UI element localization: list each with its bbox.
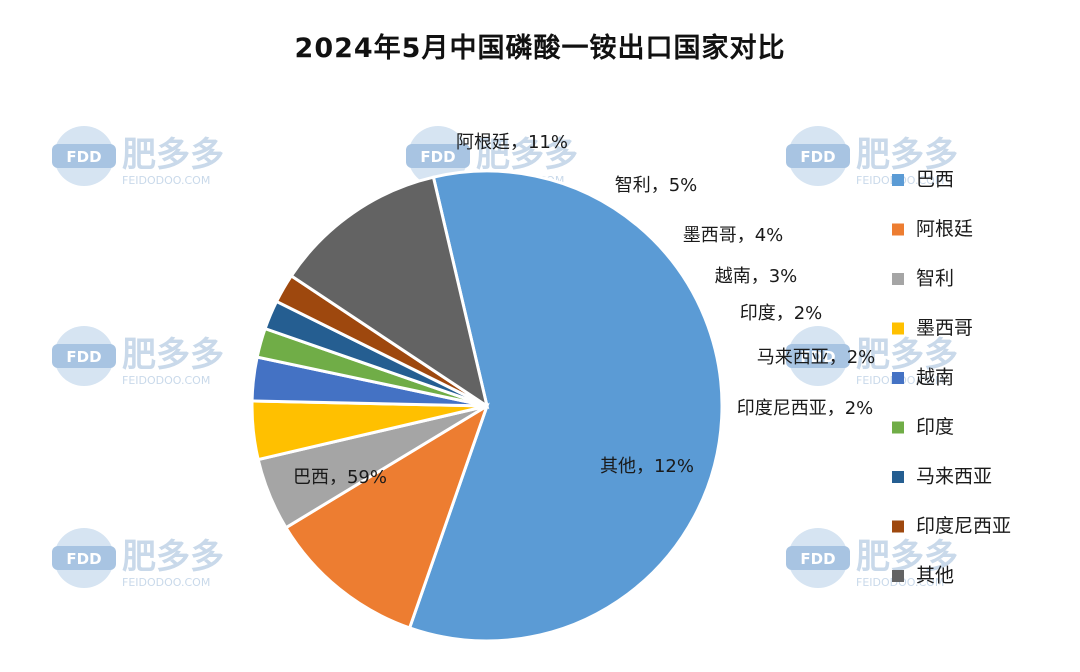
svg-text:FDD: FDD bbox=[66, 348, 101, 366]
legend-swatch bbox=[892, 273, 904, 285]
data-label: 阿根廷，11% bbox=[456, 132, 568, 153]
legend-item: 印度 bbox=[892, 416, 954, 438]
legend-label: 智利 bbox=[916, 268, 954, 290]
data-labels: 巴西，59% 阿根廷，11% 智利，5% 墨西哥，4% 越南，3% 印度，2% 马来西亚，2… bbox=[293, 132, 875, 488]
data-label: 其他，12% bbox=[600, 456, 694, 477]
legend-label: 墨西哥 bbox=[916, 317, 973, 339]
svg-text:肥多多: 肥多多 bbox=[122, 135, 224, 175]
legend-item: 墨西哥 bbox=[892, 317, 973, 339]
legend-label: 阿根廷 bbox=[916, 218, 973, 240]
legend-label: 越南 bbox=[916, 367, 954, 389]
pie-slices bbox=[250, 169, 724, 643]
svg-text:FDD: FDD bbox=[66, 148, 101, 166]
legend-swatch bbox=[892, 520, 904, 533]
pie-slice-9 bbox=[289, 175, 490, 410]
data-label: 智利，5% bbox=[615, 175, 698, 196]
legend-swatch bbox=[892, 372, 904, 384]
data-label: 墨西哥，4% bbox=[683, 225, 784, 246]
legend-swatch bbox=[892, 223, 904, 236]
svg-text:FEIDODOO.COM: FEIDODOO.COM bbox=[122, 576, 210, 589]
legend-label: 其他 bbox=[916, 565, 954, 587]
legend-item: 马来西亚 bbox=[892, 466, 992, 488]
svg-text:肥多多: 肥多多 bbox=[122, 537, 224, 577]
legend-item: 巴西 bbox=[892, 169, 954, 191]
data-label: 巴西，59% bbox=[293, 467, 387, 488]
watermark-layer: FDD肥多多FEIDODOO.COMFDD肥多多FEIDODOO.COMFDD肥… bbox=[52, 126, 958, 589]
svg-text:FDD: FDD bbox=[800, 348, 835, 366]
svg-text:FEIDODOO.COM: FEIDODOO.COM bbox=[122, 374, 210, 387]
data-label: 印度尼西亚，2% bbox=[737, 398, 874, 419]
pie-slice-1 bbox=[407, 169, 724, 643]
svg-text:肥多多: 肥多多 bbox=[122, 335, 224, 375]
svg-text:FDD: FDD bbox=[800, 148, 835, 166]
svg-text:FEIDODOO.COM: FEIDODOO.COM bbox=[856, 576, 944, 589]
legend-swatch bbox=[892, 570, 904, 582]
data-label: 马来西亚，2% bbox=[757, 347, 876, 368]
legend-swatch bbox=[892, 174, 904, 186]
legend-item: 其他 bbox=[892, 565, 954, 587]
legend-item: 印度尼西亚 bbox=[892, 515, 1011, 537]
legend-item: 智利 bbox=[892, 268, 954, 290]
svg-text:FEIDODOO.COM: FEIDODOO.COM bbox=[122, 174, 210, 187]
data-label: 越南，3% bbox=[715, 266, 798, 287]
legend-label: 马来西亚 bbox=[916, 466, 992, 488]
legend-label: 印度 bbox=[916, 416, 954, 438]
svg-text:肥多多: 肥多多 bbox=[856, 537, 958, 577]
chart-title: 2024年5月中国磷酸一铵出口国家对比 bbox=[294, 33, 786, 64]
data-label: 印度，2% bbox=[740, 303, 823, 324]
pie-slice-2 bbox=[283, 402, 490, 630]
svg-text:肥多多: 肥多多 bbox=[856, 335, 958, 375]
svg-text:肥多多: 肥多多 bbox=[856, 135, 958, 175]
legend-swatch bbox=[892, 471, 904, 483]
legend-swatch bbox=[892, 421, 904, 434]
svg-text:FDD: FDD bbox=[66, 550, 101, 568]
legend-item: 越南 bbox=[892, 367, 954, 389]
legend-label: 印度尼西亚 bbox=[916, 515, 1011, 537]
svg-text:FDD: FDD bbox=[800, 550, 835, 568]
legend-item: 阿根廷 bbox=[892, 218, 973, 240]
legend-label: 巴西 bbox=[916, 169, 954, 191]
svg-text:肥多多: 肥多多 bbox=[476, 135, 578, 175]
legend-swatch bbox=[892, 322, 904, 335]
svg-text:FDD: FDD bbox=[420, 148, 455, 166]
